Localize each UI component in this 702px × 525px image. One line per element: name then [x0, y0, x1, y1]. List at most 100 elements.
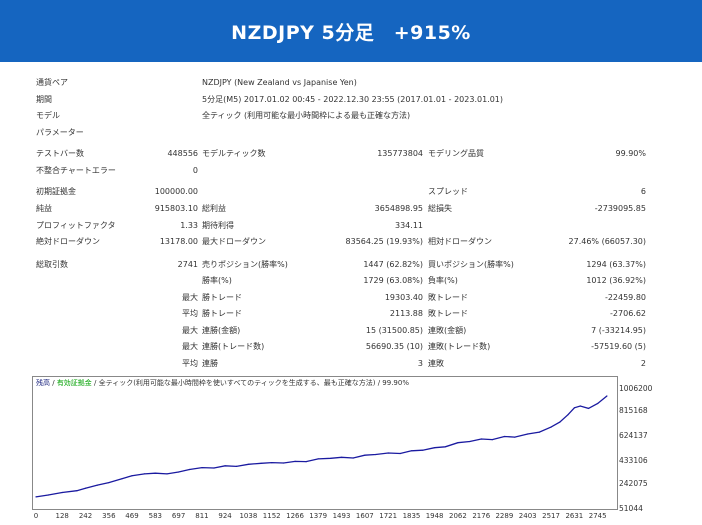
y-tick-label: 815168 — [619, 406, 648, 415]
deposit-value: 100000.00 — [154, 187, 198, 196]
bars-label: テストバー数 — [36, 149, 84, 158]
balance-point — [399, 452, 401, 455]
balance-point — [76, 490, 78, 492]
title-banner: NZDJPY 5分足 +915% — [0, 0, 702, 62]
balance-point — [340, 456, 343, 458]
rel-drawdown-label: 相対ドローダウン — [428, 237, 492, 246]
balance-point — [131, 475, 133, 477]
y-tick-label: 51044 — [619, 504, 643, 513]
legend-sep-2: / — [91, 379, 99, 387]
balance-point — [559, 421, 561, 423]
best-trade-value: 19303.40 — [384, 293, 423, 302]
balance-point — [260, 462, 262, 464]
balance-point — [143, 473, 146, 475]
balance-point — [410, 450, 413, 452]
chart-plot-area — [35, 395, 608, 498]
win-rate-value: 1729 (63.08%) — [363, 276, 423, 285]
balance-point — [550, 426, 552, 428]
balance-point — [201, 467, 203, 469]
balance-point — [178, 471, 180, 473]
avg-consec-loss-label: 連敗 — [428, 359, 444, 368]
balance-point — [567, 414, 569, 416]
balance-point — [47, 494, 49, 496]
legend-quality: 99.90% — [382, 379, 409, 387]
total-trades-value: 2741 — [177, 260, 198, 269]
x-tick-label: 469 — [125, 512, 139, 520]
balance-point — [294, 460, 296, 462]
max-drawdown-value: 83564.25 (19.93%) — [345, 237, 423, 246]
quality-label: モデリング品質 — [428, 149, 484, 158]
avg-loss-label: 敗トレード — [428, 309, 468, 318]
legend-sep-3: / — [375, 379, 383, 387]
x-tick-label: 1607 — [355, 512, 374, 520]
consec-losses-value: 7 (-33214.95) — [591, 326, 646, 335]
max-label: 最大 — [182, 293, 198, 302]
settings-value-model: 全ティック (利用可能な最小時間枠による最も正確な方法) — [202, 111, 411, 120]
balance-point — [235, 465, 238, 467]
balance-chart — [32, 376, 618, 510]
worst-trade-value: -22459.80 — [604, 293, 646, 302]
expected-payoff-value: 334.11 — [395, 221, 423, 230]
x-tick-label: 1721 — [379, 512, 398, 520]
rel-drawdown-value: 27.46% (66057.30) — [568, 237, 646, 246]
balance-point — [444, 446, 446, 448]
mismatch-label: 不整合チャートエラー — [36, 166, 116, 175]
balance-point — [61, 491, 63, 494]
max-label-2: 最大 — [182, 326, 198, 335]
deposit-label: 初期証拠金 — [36, 187, 76, 196]
balance-point — [108, 482, 110, 484]
x-tick-label: 1948 — [425, 512, 444, 520]
balance-point — [166, 473, 168, 475]
y-tick-label: 242075 — [619, 479, 648, 488]
balance-point — [457, 442, 459, 444]
settings-label-symbol: 通貨ペア — [36, 78, 68, 87]
net-profit-label: 純益 — [36, 204, 52, 213]
balance-point — [96, 484, 98, 486]
balance-point — [154, 472, 156, 474]
max-drawdown-label: 最大ドローダウン — [202, 237, 266, 246]
loss-rate-label: 負率(%) — [428, 276, 458, 285]
worst-trade-label: 敗トレード — [428, 293, 468, 302]
settings-value-symbol: NZDJPY (New Zealand vs Japanise Yen) — [202, 78, 357, 87]
legend-model: 全ティック(利用可能な最小時間枠を使いすべてのティックを生成する、最も正確な方法… — [98, 379, 376, 387]
consec-wins-label: 連勝(金額) — [202, 326, 241, 335]
consec-loss-value: -57519.60 (5) — [591, 342, 646, 351]
abs-drawdown-value: 13178.00 — [159, 237, 198, 246]
x-tick-label: 128 — [55, 512, 69, 520]
avg-consec-loss-value: 2 — [640, 359, 646, 368]
ticks-value: 135773804 — [377, 149, 423, 158]
spread-label: スプレッド — [428, 187, 468, 196]
long-positions-value: 1294 (63.37%) — [586, 260, 646, 269]
balance-point — [330, 457, 332, 459]
profit-factor-label: プロフィットファクタ — [36, 221, 116, 230]
balance-point — [213, 467, 215, 469]
settings-label-model: モデル — [36, 111, 60, 120]
loss-rate-value: 1012 (36.92%) — [586, 276, 646, 285]
x-tick-label: 1493 — [332, 512, 351, 520]
balance-point — [352, 457, 354, 459]
total-trades-label: 総取引数 — [36, 260, 68, 269]
balance-point — [606, 395, 608, 397]
consec-wins-value: 15 (31500.85) — [365, 326, 423, 335]
avg-win-value: 2113.88 — [389, 309, 423, 318]
x-tick-label: 1152 — [262, 512, 281, 520]
best-trade-label: 勝トレード — [202, 293, 242, 302]
x-tick-label: 2403 — [518, 512, 537, 520]
short-positions-label: 売りポジション(勝率%) — [202, 260, 288, 269]
balance-point — [527, 433, 529, 435]
balance-series-line — [35, 395, 608, 498]
balance-point — [317, 458, 319, 460]
chart-legend: 残高 / 有効証拠金 / 全ティック(利用可能な最小時間枠を使いすべてのティック… — [36, 378, 409, 388]
balance-point — [587, 407, 590, 409]
avg-win-label: 勝トレード — [202, 309, 242, 318]
balance-point — [188, 468, 191, 471]
balance-point — [247, 463, 249, 465]
x-tick-label: 2062 — [449, 512, 467, 520]
avg-loss-value: -2706.62 — [610, 309, 646, 318]
profit-factor-value: 1.33 — [180, 221, 198, 230]
gross-profit-label: 総利益 — [202, 204, 226, 213]
consec-profit-value: 56690.35 (10) — [365, 342, 423, 351]
consec-profit-label: 連勝(トレード数) — [202, 342, 265, 351]
balance-point — [375, 453, 377, 456]
consec-loss-label: 連敗(トレード数) — [428, 342, 491, 351]
